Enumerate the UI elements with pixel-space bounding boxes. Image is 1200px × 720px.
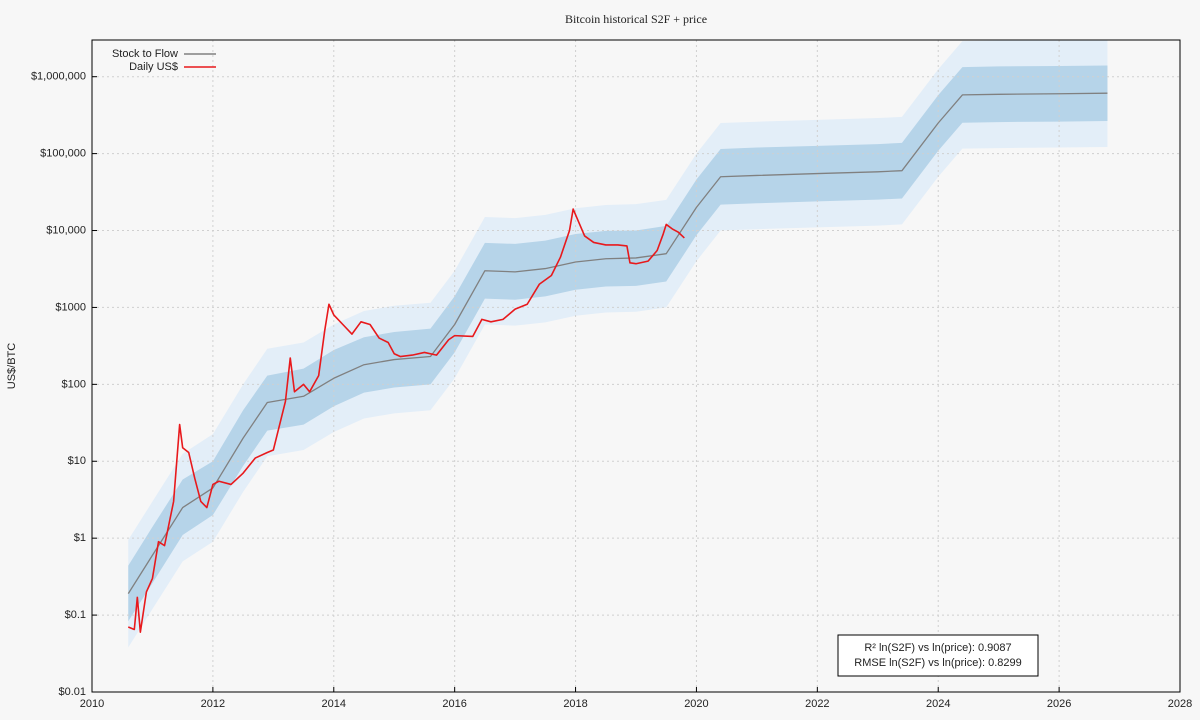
x-tick-label: 2014: [322, 698, 346, 710]
x-tick-label: 2016: [442, 698, 466, 710]
x-tick-label: 2022: [805, 698, 829, 710]
axes: 2010 2012 2014 2016 2018 2020 2022 2024 2026 2028…: [31, 71, 1192, 710]
x-tick-label: 2028: [1168, 698, 1192, 710]
band: [128, 65, 1108, 622]
legend-label: Daily US$: [129, 61, 178, 73]
stats-box: [837, 634, 1039, 677]
stat-rmse: RMSE ln(S2F) vs ln(price): 0.8299: [854, 657, 1022, 669]
bands: [128, 40, 1108, 648]
x-tick-label: 2024: [926, 698, 950, 710]
y-axis-label: US$/BTC: [6, 343, 18, 390]
x-tick-label: 2020: [684, 698, 708, 710]
y-tick-label: $10,000: [46, 224, 86, 236]
x-tick-label: 2026: [1047, 698, 1071, 710]
chart-title: Bitcoin historical S2F + price: [565, 12, 707, 26]
x-tick-label: 2018: [563, 698, 587, 710]
y-tick-label: $100,000: [40, 148, 86, 160]
legend-label: Stock to Flow: [112, 48, 178, 60]
x-tick-label: 2010: [80, 698, 104, 710]
lines: [127, 92, 1108, 633]
y-tick-label: $1: [74, 532, 86, 544]
y-tick-label: $1,000,000: [31, 71, 86, 83]
x-tick-label: 2012: [201, 698, 225, 710]
stat-r2: R² ln(S2F) vs ln(price): 0.9087: [864, 642, 1011, 654]
y-tick-label: $1000: [55, 301, 86, 313]
y-tick-label: $10: [68, 455, 86, 467]
series-line: [127, 92, 1108, 594]
grid: [91, 40, 1181, 693]
y-tick-label: $100: [62, 378, 86, 390]
plot-frame: [91, 39, 1181, 693]
y-tick-label: $0.01: [58, 686, 86, 698]
series-line: [127, 208, 685, 633]
y-tick-label: $0.1: [65, 609, 86, 621]
